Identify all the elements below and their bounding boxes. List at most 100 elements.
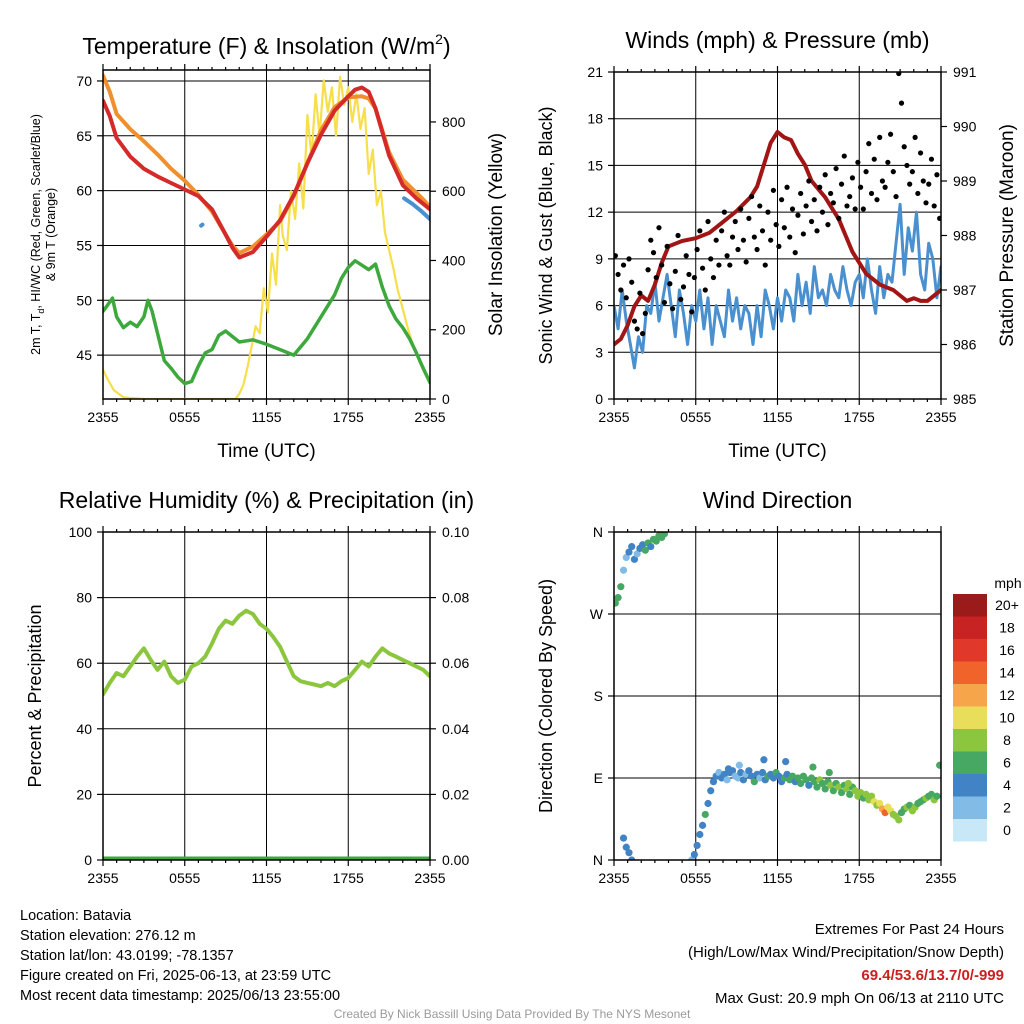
colorbar-title: mph xyxy=(994,575,1021,591)
gust-point xyxy=(724,253,730,259)
colorbar-swatch xyxy=(953,639,987,662)
max-gust: Max Gust: 20.9 mph On 06/13 at 2110 UTC xyxy=(714,990,1004,1007)
plot-area xyxy=(103,73,430,399)
y-axis-label-part: 2m T, T xyxy=(29,313,43,355)
gust-point xyxy=(855,159,861,165)
direction-point xyxy=(788,772,797,780)
gust-point xyxy=(806,178,812,184)
gust-point xyxy=(890,169,896,175)
gust-point xyxy=(689,309,695,315)
direction-point xyxy=(933,792,941,800)
gust-point xyxy=(615,271,621,278)
gust-point xyxy=(860,206,866,212)
y-tick-label: N xyxy=(593,524,603,540)
direction-point xyxy=(614,594,622,602)
gust-point xyxy=(907,181,913,187)
y2-tick-label: 200 xyxy=(442,322,466,338)
x-tick-label: 1755 xyxy=(844,409,875,425)
direction-point xyxy=(775,772,783,780)
y-tick-label: 65 xyxy=(76,128,92,144)
figure-created: Figure created on Fri, 2025-06-13, at 23… xyxy=(20,968,332,984)
direction-point xyxy=(622,843,630,851)
direction-point xyxy=(783,770,791,778)
gust-point xyxy=(620,262,627,268)
gust-point xyxy=(781,225,787,231)
x-tick-label: 2355 xyxy=(925,409,956,425)
series-line-relative-humidity xyxy=(103,608,430,697)
x-tick-label: 2355 xyxy=(598,870,629,886)
gust-point xyxy=(743,259,749,265)
direction-point xyxy=(709,778,718,786)
direction-point xyxy=(834,0,841,4)
direction-point xyxy=(652,537,660,545)
gust-point xyxy=(686,271,692,278)
direction-point xyxy=(821,785,829,793)
gust-point xyxy=(694,246,700,253)
direction-point xyxy=(617,583,625,591)
series-line-td xyxy=(103,259,430,386)
direction-point xyxy=(867,792,876,800)
gust-point xyxy=(937,215,941,221)
y-tick-label: 15 xyxy=(587,157,603,173)
direction-point xyxy=(895,816,903,824)
y2-tick-label: 0.04 xyxy=(442,721,469,737)
direction-point xyxy=(936,761,941,769)
colorbar-swatch xyxy=(953,774,987,797)
gust-point xyxy=(934,172,940,178)
direction-point xyxy=(769,774,778,782)
gust-point xyxy=(653,274,659,281)
direction-point xyxy=(720,770,728,778)
gust-point xyxy=(811,197,817,203)
direction-point xyxy=(739,776,748,784)
direction-point xyxy=(748,772,756,780)
chart-wind_direction: Wind Direction 2355 0555 1155 1755 2355 N E S W N D… xyxy=(536,0,1022,886)
y2-tick-label: 800 xyxy=(442,114,466,130)
gust-point xyxy=(787,234,793,240)
y-axis-label: Percent & Precipitation xyxy=(25,604,45,787)
speed-colorbar: mph 20+ 18 16 14 12 10 8 6 4 2 0 xyxy=(953,575,1022,842)
x-tick-label: 2355 xyxy=(598,409,629,425)
x-tick-label: 2355 xyxy=(925,870,956,886)
y-tick-label: W xyxy=(590,606,604,622)
x-tick-label: 2355 xyxy=(87,870,118,886)
chart-title-end: ) xyxy=(443,33,451,59)
gust-point xyxy=(678,296,684,302)
colorbar-label: 18 xyxy=(999,620,1015,636)
series-line-station-pressure xyxy=(614,130,941,347)
chart-humidity: Relative Humidity (%) & Precipitation (i… xyxy=(25,487,474,886)
extremes-heading: Extremes For Past 24 Hours xyxy=(814,921,1004,938)
x-tick-label: 2355 xyxy=(414,870,445,886)
plot-area xyxy=(614,72,941,370)
gust-point xyxy=(719,228,725,234)
y-tick-label: 70 xyxy=(76,73,92,89)
gust-point xyxy=(765,209,771,215)
x-tick-label: 1755 xyxy=(333,409,364,425)
extremes-subheading: (High/Low/Max Wind/Precipitation/Snow De… xyxy=(688,944,1004,961)
colorbar-swatch xyxy=(953,661,987,684)
x-tick-label: 0555 xyxy=(169,870,200,886)
y-axis-label: 2m T, Td, HI/WC (Red, Green, Scarlet/Blu… xyxy=(29,114,46,355)
gust-point xyxy=(751,234,757,240)
colorbar-label: 8 xyxy=(1003,732,1011,748)
gust-point xyxy=(727,262,733,268)
plot-area xyxy=(103,608,430,860)
gust-point xyxy=(683,253,689,259)
direction-point xyxy=(805,781,813,789)
direction-point xyxy=(843,785,851,793)
direction-point xyxy=(813,783,821,791)
direction-point xyxy=(630,555,639,563)
gust-point xyxy=(858,184,864,190)
gust-point xyxy=(931,203,937,209)
direction-point xyxy=(737,768,745,777)
gust-point xyxy=(882,184,888,190)
direction-point xyxy=(881,809,889,817)
gust-point xyxy=(768,237,774,243)
gust-point xyxy=(803,203,809,209)
series-line-2m-t xyxy=(103,85,430,260)
y2-tick-label: 400 xyxy=(442,252,466,268)
direction-point xyxy=(857,788,865,797)
gridlines xyxy=(613,71,942,400)
gust-point xyxy=(863,169,869,175)
gust-point xyxy=(915,190,921,197)
gust-point xyxy=(749,193,755,200)
